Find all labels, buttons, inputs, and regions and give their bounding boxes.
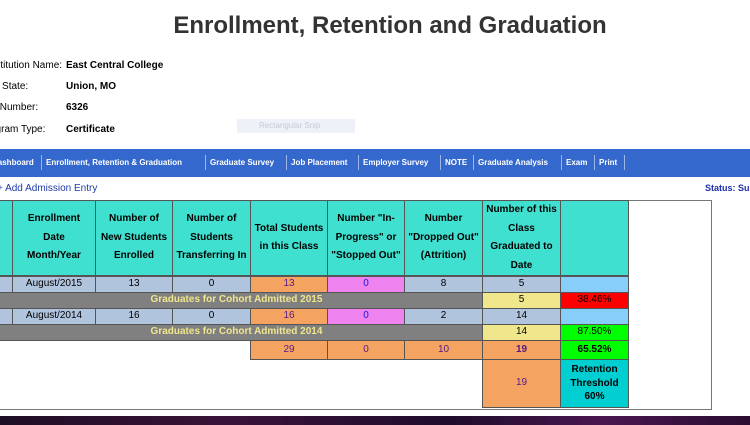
total-rate: 65.52%	[560, 340, 629, 360]
header-total-students: Total Students in this Class	[250, 200, 328, 276]
total-graduated: 19	[482, 340, 561, 360]
nav-graduate-analysis[interactable]: Graduate Analysis	[478, 158, 548, 167]
row-2015-date: August/2015	[12, 276, 96, 293]
cohort-2014-graduated: 14	[482, 324, 561, 341]
city-state-value: Union, MO	[66, 81, 116, 92]
nav-separator	[358, 155, 359, 170]
row-2015-in-progress: 0	[327, 276, 405, 293]
program-type-label: Program Type:	[0, 124, 46, 135]
nav-exam[interactable]: Exam	[566, 158, 588, 167]
header-enrollment-date: Enrollment Date Month/Year	[12, 200, 96, 276]
snip-tool-ghost: Rectangular Snip	[237, 119, 355, 133]
nav-separator	[205, 155, 206, 170]
nav-separator	[440, 155, 441, 170]
nav-job-placement[interactable]: Job Placement	[291, 158, 348, 167]
status-label: Status: Su	[705, 183, 750, 193]
header-transferring: Number of Students Transferring In	[172, 200, 251, 276]
total-dropped: 10	[404, 340, 483, 360]
add-admission-entry-link[interactable]: + Add Admission Entry	[0, 183, 98, 194]
nav-enrollment[interactable]: Enrollment, Retention & Graduation	[46, 158, 183, 167]
row-2014-date: August/2014	[12, 308, 96, 325]
nav-print[interactable]: Print	[599, 158, 618, 167]
nav-employer-survey[interactable]: Employer Survey	[363, 158, 429, 167]
nav-separator	[286, 155, 287, 170]
row-2014-in-progress: 0	[327, 308, 405, 325]
nav-note[interactable]: NOTE	[445, 158, 468, 167]
header-graduated: Number of this Class Graduated to Date	[482, 200, 561, 276]
institution-label: Institution Name:	[0, 60, 63, 71]
threshold-value: 19	[482, 359, 561, 408]
total-in-progress: 0	[327, 340, 405, 360]
header-in-progress: Number "In-Progress" or "Stopped Out"	[327, 200, 405, 276]
nav-separator	[594, 155, 595, 170]
cohort-2015-rate: 38.46%	[560, 292, 629, 309]
total-students: 29	[250, 340, 328, 360]
taskbar-strip	[0, 416, 750, 425]
nav-separator	[41, 155, 42, 170]
row-2014-dropped: 2	[404, 308, 483, 325]
row-2015-dropped: 8	[404, 276, 483, 293]
nav-dashboard[interactable]: Dashboard	[0, 158, 34, 167]
nav-separator	[561, 155, 562, 170]
header-dropped-out: Number "Dropped Out" (Attrition)	[404, 200, 483, 276]
institution-value: East Central College	[66, 60, 164, 71]
program-type-value: Certificate	[66, 124, 115, 135]
page-title: Enrollment, Retention and Graduation	[173, 12, 607, 39]
cohort-2014-label: Graduates for Cohort Admitted 2014	[0, 324, 483, 341]
nav-separator	[624, 155, 625, 170]
header-new-students: Number of New Students Enrolled	[95, 200, 173, 276]
id-number-label: ID Number:	[0, 102, 39, 113]
city-state-label: City, State:	[0, 81, 29, 92]
header-rate	[560, 200, 629, 276]
cohort-2014-rate: 87.50%	[560, 324, 629, 341]
main-nav: Dashboard Enrollment, Retention & Gradua…	[0, 149, 750, 177]
nav-separator	[473, 155, 474, 170]
id-number-value: 6326	[66, 102, 89, 113]
retention-threshold: Retention Threshold 60%	[560, 359, 629, 408]
nav-graduate-survey[interactable]: Graduate Survey	[210, 158, 275, 167]
